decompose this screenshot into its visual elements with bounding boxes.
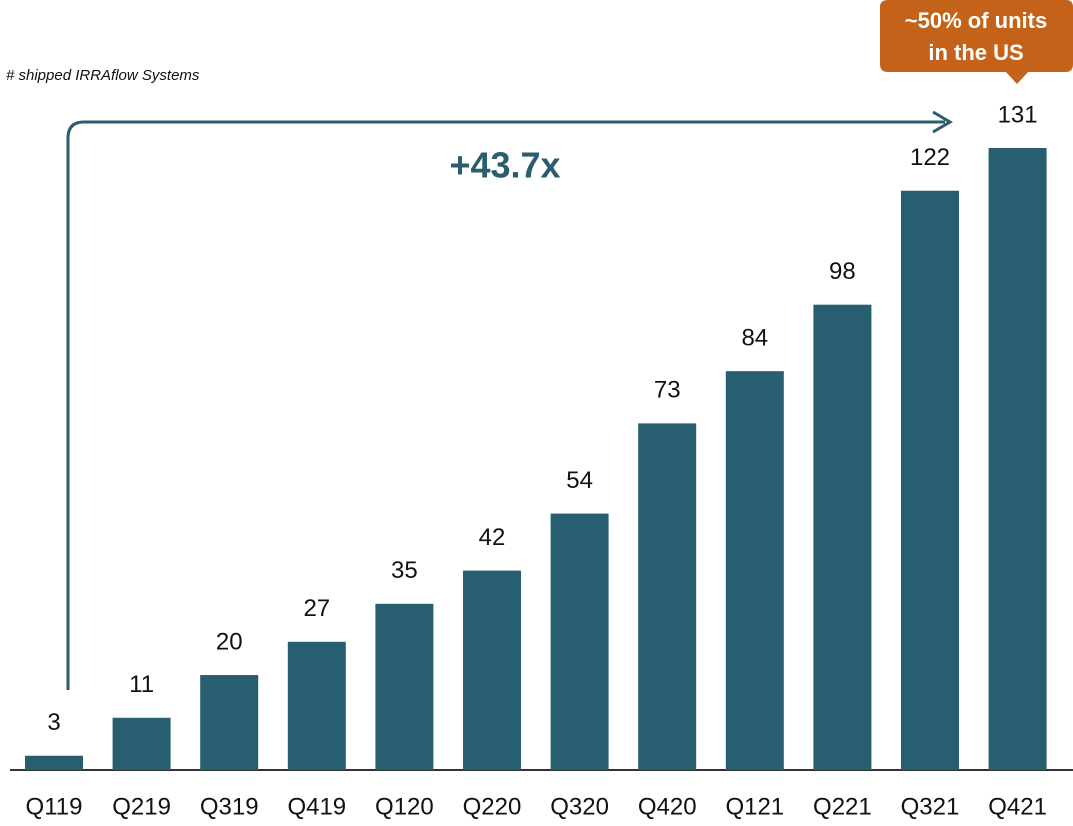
- value-label: 3: [47, 709, 60, 736]
- bar: [638, 423, 697, 770]
- x-tick-label: Q220: [463, 793, 522, 820]
- value-label: 73: [654, 377, 681, 404]
- bar: [901, 190, 959, 771]
- bar: [463, 570, 521, 770]
- x-tick-label: Q321: [901, 793, 960, 820]
- value-label: 131: [998, 101, 1038, 128]
- x-tick-label: Q319: [200, 793, 259, 820]
- arrow-head: [932, 110, 953, 134]
- bar: [25, 755, 83, 770]
- bar: [375, 603, 434, 770]
- value-label: 98: [829, 258, 856, 285]
- value-label: 27: [303, 595, 330, 622]
- bar: [813, 304, 872, 770]
- bar: [988, 148, 1047, 770]
- chart-subtitle: # shipped IRRAflow Systems: [6, 67, 200, 84]
- x-tick-label: Q421: [988, 793, 1047, 820]
- x-tick-label: Q121: [725, 793, 784, 820]
- x-tick-label: Q419: [287, 793, 346, 820]
- value-label: 54: [566, 467, 593, 494]
- value-label: 20: [216, 628, 243, 655]
- value-label: 122: [910, 144, 950, 171]
- x-tick-label: Q219: [112, 793, 171, 820]
- value-label: 11: [129, 671, 154, 698]
- callout-text: ~50% of units: [905, 8, 1047, 33]
- value-label: 84: [741, 325, 768, 352]
- x-tick-label: Q120: [375, 793, 434, 820]
- x-tick-label: Q320: [550, 793, 609, 820]
- callout-box: [880, 0, 1073, 84]
- callout-text: in the US: [928, 40, 1023, 65]
- value-label: 35: [391, 557, 418, 584]
- bar: [200, 675, 259, 770]
- x-tick-label: Q221: [813, 793, 872, 820]
- bar: [550, 513, 609, 770]
- bar: [112, 717, 171, 770]
- x-tick-label: Q420: [638, 793, 697, 820]
- bar: [287, 641, 346, 770]
- growth-arrow: [66, 120, 945, 690]
- x-tick-label: Q119: [26, 793, 83, 820]
- value-label: 42: [479, 524, 506, 551]
- growth-annotation: +43.7x: [449, 145, 560, 186]
- bar: [725, 371, 784, 770]
